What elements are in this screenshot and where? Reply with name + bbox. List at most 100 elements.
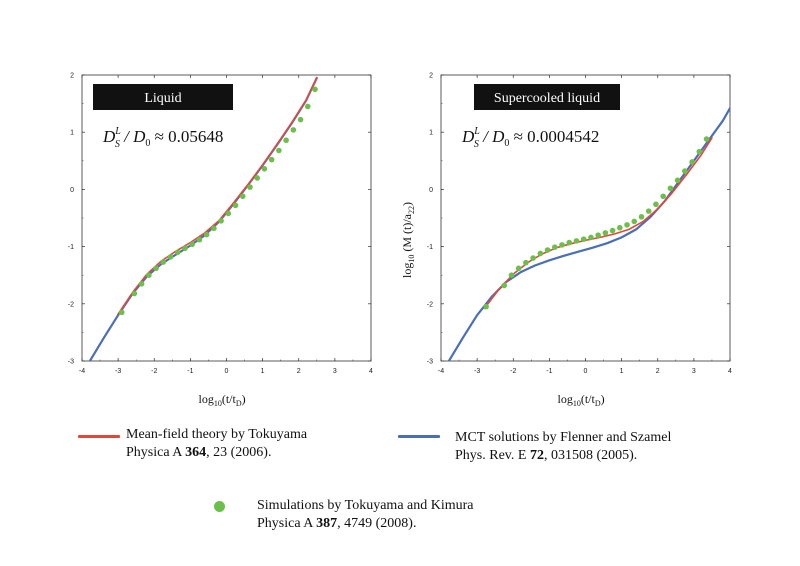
simulation-point <box>304 103 311 110</box>
simulation-point <box>218 218 224 224</box>
legend-mct-citation: Phys. Rev. E 72, 031508 (2005). <box>455 448 638 463</box>
simulation-point <box>682 168 688 174</box>
simulation-point <box>182 245 188 252</box>
simulation-point <box>588 234 594 241</box>
chart-panel-2: -4 -3 -2 -1 0 1 2 3 4 -3 -2 -1 0 1 2 Supercooled liquid… <box>400 73 732 409</box>
simulation-point <box>573 238 580 244</box>
x-tick-label: -2 <box>510 368 516 375</box>
simulation-point <box>696 148 703 155</box>
y-tick-label: 1 <box>429 130 433 137</box>
simulation-point <box>624 222 630 228</box>
legend-simulation-name: Simulations by Tokuyama and Kimura <box>257 498 474 513</box>
simulation-point <box>551 244 558 250</box>
panel-label-box <box>474 84 620 110</box>
y-axis-label: log10 (M (t)/a22) <box>400 202 416 278</box>
simulation-point <box>638 214 645 220</box>
simulation-point <box>232 202 239 209</box>
legend-mct-line <box>398 435 440 438</box>
simulation-point <box>290 127 297 133</box>
x-tick-label: -4 <box>79 368 85 375</box>
simulation-point <box>609 227 616 234</box>
x-tick-label: -2 <box>151 368 157 375</box>
simulation-point <box>703 136 710 142</box>
simulation-point <box>617 224 623 231</box>
x-tick-label: 2 <box>656 368 660 375</box>
simulation-point <box>544 247 551 253</box>
y-tick-label: 1 <box>70 130 74 137</box>
simulation-point <box>595 232 601 238</box>
x-axis-label: log10(t/tD) <box>558 392 605 408</box>
simulation-point <box>530 255 536 261</box>
panel-label: Liquid <box>144 91 181 106</box>
mct-line <box>447 107 730 361</box>
x-tick-label: 4 <box>728 368 732 375</box>
panel-label: Supercooled liquid <box>494 91 600 106</box>
simulation-point <box>674 177 681 184</box>
simulation-point <box>515 265 522 272</box>
simulation-point <box>268 156 275 163</box>
x-tick-label: 4 <box>369 368 373 375</box>
y-tick-label: -3 <box>427 359 433 366</box>
legend-mean-field-text: Mean-field theory by Tokuyama Physica A … <box>126 426 307 462</box>
x-tick-label: 0 <box>225 368 229 375</box>
y-tick-label: 2 <box>429 73 433 80</box>
mct-line <box>88 76 318 361</box>
y-tick-label: -2 <box>427 301 433 308</box>
x-tick-label: 1 <box>620 368 624 375</box>
legend-mean-field-citation: Physica A 364, 23 (2006). <box>126 445 272 460</box>
y-tick-label: 0 <box>429 187 433 194</box>
simulation-point <box>580 236 587 242</box>
simulation-point <box>283 137 289 144</box>
simulation-point <box>501 282 508 289</box>
simulation-point <box>138 280 145 287</box>
diffusion-ratio-annotation: DL S / D0 ≈ 0.0004542 <box>461 126 599 150</box>
simulation-point <box>566 239 573 246</box>
simulation-point <box>160 259 167 265</box>
simulation-point <box>174 249 181 256</box>
simulation-point <box>508 272 515 279</box>
x-tick-label: 2 <box>297 368 301 375</box>
y-tick-label: -3 <box>68 359 74 366</box>
simulation-point <box>254 175 261 181</box>
legend-mct-name: MCT solutions by Flenner and Szamel <box>455 430 672 445</box>
simulation-point <box>247 184 253 190</box>
legend-mean-field-line <box>78 435 120 438</box>
x-axis-label: log10(t/tD) <box>199 392 246 408</box>
simulation-point <box>203 231 210 238</box>
simulation-point <box>261 166 268 172</box>
mean-field-line <box>483 137 713 310</box>
x-tick-label: -3 <box>115 368 121 375</box>
simulation-point <box>211 225 217 232</box>
y-tick-label: -1 <box>68 244 74 251</box>
chart-panel-1: -4 -3 -2 -1 0 1 2 3 4 -3 -2 -1 0 1 2 Liquid DL S / D0 ≈ 0… <box>68 73 373 409</box>
legend-simulation-marker <box>214 501 225 512</box>
simulation-point <box>146 272 152 279</box>
legend-simulation-text: Simulations by Tokuyama and Kimura Physi… <box>257 497 474 533</box>
x-tick-label: 3 <box>333 368 337 375</box>
legend-mean-field-name: Mean-field theory by Tokuyama <box>126 427 308 442</box>
x-tick-label: -1 <box>546 368 552 375</box>
simulation-point <box>537 250 544 257</box>
y-tick-label: 0 <box>70 187 74 194</box>
simulation-point <box>689 159 695 165</box>
y-tick-label: 2 <box>70 73 74 80</box>
x-tick-label: 1 <box>261 368 265 375</box>
y-tick-label: -2 <box>68 301 74 308</box>
simulation-point <box>602 230 609 236</box>
legend-mct-text: MCT solutions by Flenner and Szamel Phys… <box>455 429 671 465</box>
simulation-point <box>653 201 659 208</box>
plot-frame <box>440 74 731 362</box>
simulation-point <box>523 259 529 266</box>
simulation-point <box>118 309 125 316</box>
simulation-point <box>312 86 318 93</box>
x-tick-label: -3 <box>474 368 480 375</box>
simulation-point <box>660 193 666 200</box>
panel-label-box <box>93 84 233 110</box>
legend-simulation-citation: Physica A 387, 4749 (2008). <box>257 516 417 531</box>
simulation-point <box>131 290 138 297</box>
simulation-point <box>225 210 232 217</box>
simulation-point <box>645 208 652 214</box>
simulation-point <box>559 242 565 248</box>
simulation-point <box>483 303 489 310</box>
